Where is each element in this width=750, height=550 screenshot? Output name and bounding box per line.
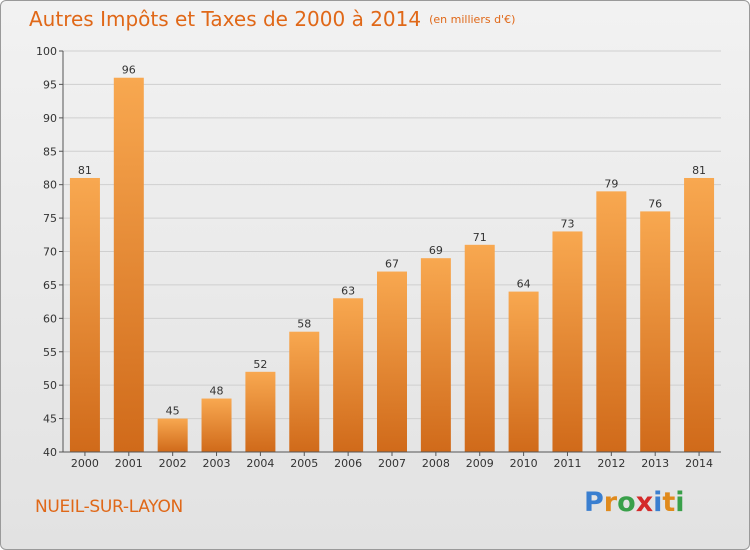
y-tick-label: 60	[43, 312, 57, 325]
y-tick-label: 85	[43, 145, 57, 158]
x-tick-label: 2014	[685, 457, 713, 470]
x-tick-label: 2010	[510, 457, 538, 470]
bar-2008	[420, 258, 451, 452]
x-tick-label: 2002	[159, 457, 187, 470]
y-tick-label: 50	[43, 379, 57, 392]
axes: 40 45 50 55 60 65 70 75 80 85 90 95 100 2000 2001 2002 2…	[36, 45, 721, 470]
bar-2003	[201, 398, 232, 452]
logo-letter: o	[617, 487, 636, 518]
chart-title: Autres Impôts et Taxes de 2000 à 2014 (en…	[29, 7, 515, 31]
x-tick-label: 2000	[71, 457, 99, 470]
bar-2012	[596, 191, 627, 452]
bar-2014	[684, 177, 715, 452]
bar-2010	[508, 291, 539, 452]
y-tick-label: 95	[43, 78, 57, 91]
logo-letter: t	[662, 487, 676, 518]
data-label: 69	[429, 244, 443, 257]
logo-letter: x	[635, 487, 654, 518]
data-label: 81	[692, 164, 706, 177]
x-tick-label: 2013	[641, 457, 669, 470]
chart-title-text: Autres Impôts et Taxes de 2000 à 2014	[29, 7, 422, 31]
bar-2011	[552, 231, 583, 452]
y-tick-label: 45	[43, 413, 57, 426]
y-tick-label: 100	[36, 45, 57, 58]
y-tick-label: 80	[43, 179, 57, 192]
x-tick-label: 2009	[466, 457, 494, 470]
bar-2006	[333, 298, 364, 452]
y-tick-label: 75	[43, 212, 57, 225]
bar-2002	[157, 418, 188, 452]
bar-2004	[245, 371, 276, 452]
place-name: NUEIL-SUR-LAYON	[35, 497, 183, 517]
x-tick-label: 2005	[290, 457, 318, 470]
x-tick-label: 2006	[334, 457, 362, 470]
data-label: 76	[648, 197, 662, 210]
y-tick-label: 55	[43, 346, 57, 359]
x-tick-label: 2008	[422, 457, 450, 470]
logo-letter: i	[653, 487, 663, 518]
x-tick-label: 2001	[115, 457, 143, 470]
value-labels: 81 96 45 48 52 58 63 67 69 71 64 73 79 76 81	[78, 64, 706, 418]
bar-2013	[640, 211, 671, 452]
x-tick-label: 2003	[203, 457, 231, 470]
logo-letter: i	[675, 487, 685, 518]
bar-2000	[69, 177, 100, 452]
bar-2009	[464, 244, 495, 452]
data-label: 79	[604, 177, 618, 190]
x-tick-label: 2004	[246, 457, 274, 470]
data-label: 96	[122, 64, 136, 77]
proxiti-logo: Proxiti	[584, 487, 685, 518]
data-label: 67	[385, 258, 399, 271]
bar-2007	[377, 271, 407, 452]
chart-unit: (en milliers d'€)	[429, 13, 516, 26]
y-tick-label: 65	[43, 279, 57, 292]
data-label: 81	[78, 164, 92, 177]
data-label: 64	[517, 278, 531, 291]
logo-letter: P	[584, 487, 604, 518]
data-label: 52	[253, 358, 267, 371]
logo-letter: r	[603, 487, 618, 518]
y-tick-label: 90	[43, 112, 57, 125]
x-tick-label: 2007	[378, 457, 406, 470]
data-label: 48	[210, 385, 224, 398]
data-label: 58	[297, 318, 311, 331]
x-tick-label: 2011	[553, 457, 581, 470]
x-tick-label: 2012	[597, 457, 625, 470]
y-tick-label: 40	[43, 446, 57, 459]
data-label: 71	[473, 231, 487, 244]
bar-2005	[289, 331, 320, 452]
y-tick-label: 70	[43, 246, 57, 259]
data-label: 63	[341, 284, 355, 297]
bar-2001	[113, 77, 144, 452]
data-label: 45	[166, 405, 180, 418]
data-label: 73	[560, 217, 574, 230]
bars	[69, 77, 715, 452]
